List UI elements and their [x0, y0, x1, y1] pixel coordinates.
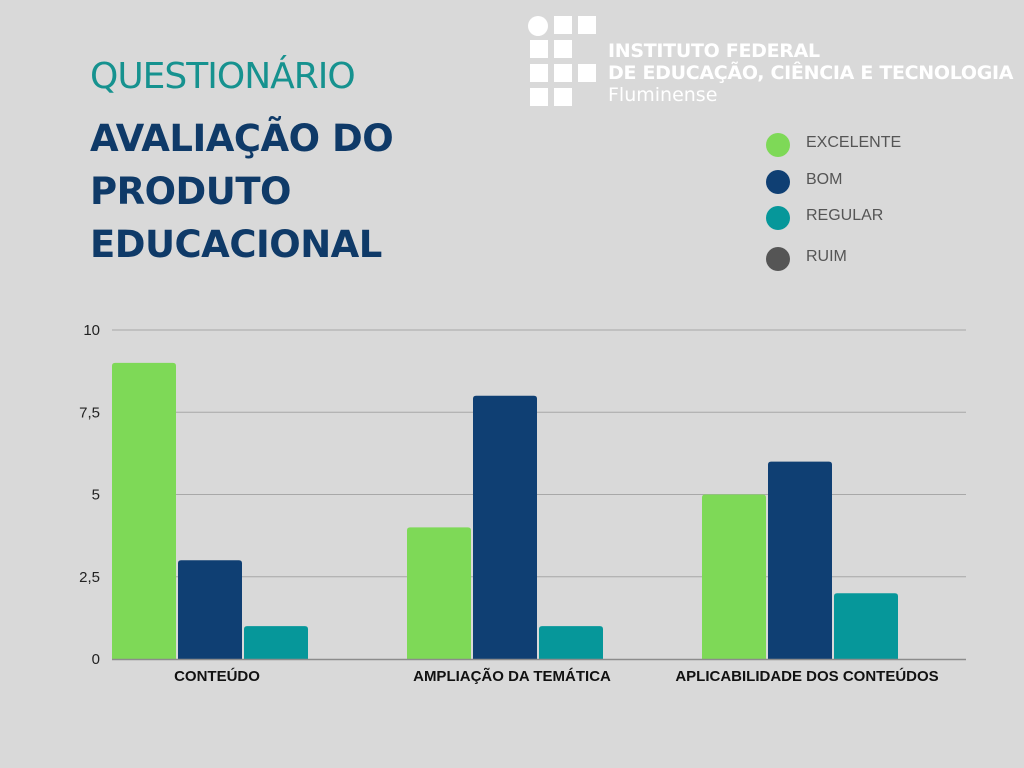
- legend-label: EXCELENTE: [806, 134, 902, 151]
- logo-subtitle: Fluminense: [608, 84, 718, 106]
- bar-excelente-2: [407, 527, 471, 659]
- y-tick-label: 7,5: [79, 404, 100, 421]
- x-category-label: AMPLIAÇÃO DA TEMÁTICA: [413, 667, 611, 685]
- logo-line: INSTITUTO FEDERAL: [608, 40, 820, 62]
- legend-dot-ruim: [766, 247, 790, 271]
- y-tick-label: 10: [83, 322, 100, 339]
- legend-label: REGULAR: [806, 207, 884, 224]
- logo-text: INSTITUTO FEDERAL DE EDUCAÇÃO, CIÊNCIA E…: [608, 40, 1014, 106]
- legend-dot-regular: [766, 206, 790, 230]
- x-category-label: CONTEÚDO: [174, 667, 260, 685]
- bar-regular-1: [244, 626, 308, 659]
- bar-regular-3: [834, 593, 898, 659]
- legend-item-bom: BOM: [766, 169, 966, 195]
- institute-logo: INSTITUTO FEDERAL DE EDUCAÇÃO, CIÊNCIA E…: [528, 16, 1018, 112]
- y-tick-label: 5: [92, 487, 100, 504]
- y-tick-label: 0: [92, 651, 100, 668]
- x-category-label: APLICABILIDADE DOS CONTEÚDOS: [675, 667, 938, 685]
- title-line: AVALIAÇÃO DO: [90, 117, 394, 160]
- bar-excelente-1: [112, 362, 176, 659]
- page-title: AVALIAÇÃO DO PRODUTO EDUCACIONAL: [90, 112, 510, 271]
- legend-item-excelente: EXCELENTE: [766, 132, 966, 158]
- legend-item-ruim: RUIM: [766, 246, 966, 272]
- logo-line: DE EDUCAÇÃO, CIÊNCIA E TECNOLOGIA: [608, 62, 1014, 84]
- bar-bom-2: [473, 395, 537, 659]
- legend-item-regular: REGULAR: [766, 205, 966, 231]
- legend-dot-excelente: [766, 133, 790, 157]
- bar-bom-1: [178, 560, 242, 659]
- bar-bom-3: [768, 461, 832, 659]
- kicker-label: QUESTIONÁRIO: [90, 56, 356, 97]
- legend-label: BOM: [806, 171, 843, 188]
- title-line: EDUCACIONAL: [90, 223, 382, 266]
- logo-grid-icon: [528, 16, 596, 106]
- bar-excelente-3: [702, 494, 766, 659]
- legend-dot-bom: [766, 170, 790, 194]
- title-line: PRODUTO: [90, 170, 292, 213]
- y-tick-label: 2,5: [79, 569, 100, 586]
- legend-label: RUIM: [806, 248, 847, 265]
- bar-regular-2: [539, 626, 603, 659]
